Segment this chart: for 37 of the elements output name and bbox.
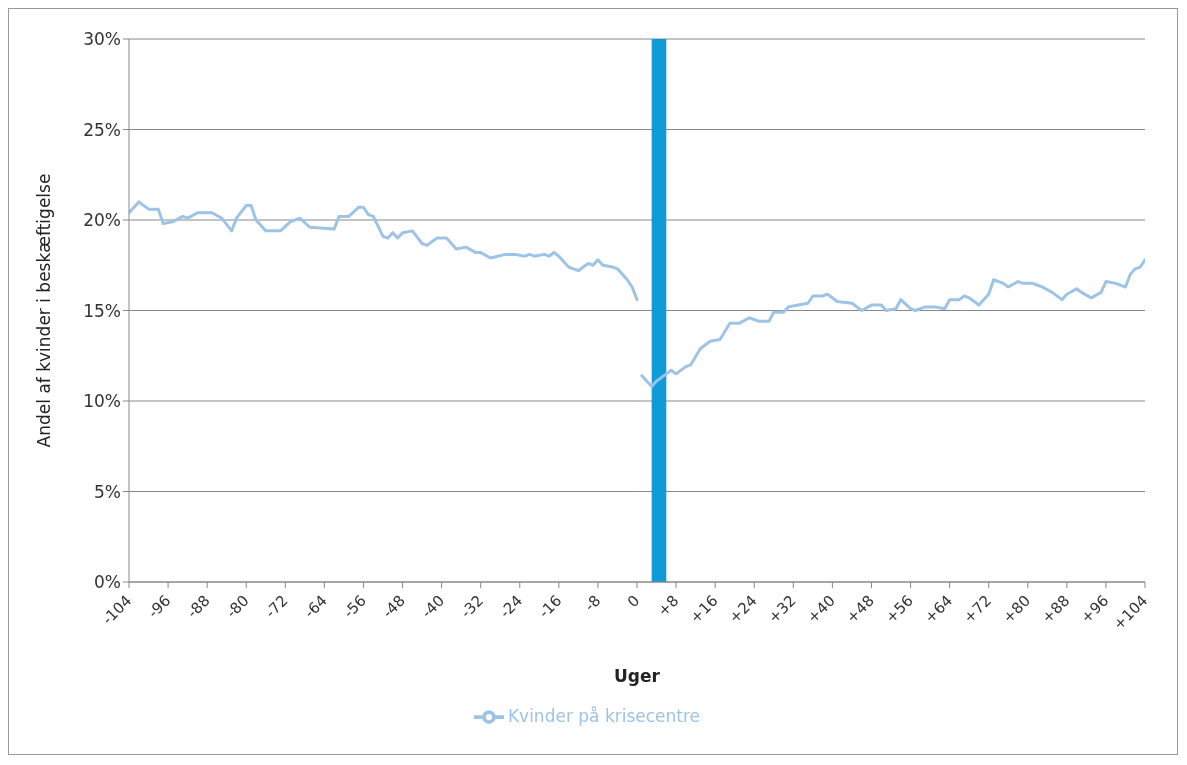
x-tick-label: +56 (881, 591, 917, 627)
x-tick-label: -32 (457, 591, 488, 622)
x-tick-label: +96 (1077, 591, 1113, 627)
y-tick-label: 20% (83, 210, 121, 231)
y-tick-label: 10% (83, 391, 121, 412)
x-tick-label: +24 (725, 591, 761, 627)
x-tick-label: -80 (222, 591, 253, 622)
x-tick-label: -64 (300, 591, 331, 622)
x-tick-label: 0 (623, 591, 644, 612)
x-tick-label: +64 (920, 591, 956, 627)
y-tick-label: 30% (83, 29, 121, 50)
x-tick-label: +32 (764, 591, 800, 627)
legend-label: Kvinder på krisecentre (507, 706, 701, 726)
x-tick-label: +8 (654, 591, 683, 621)
y-tick-label: 5% (94, 481, 121, 502)
x-tick-label: -8 (580, 591, 605, 615)
y-axis-title: Andel af kvinder i beskæftigelse (34, 173, 55, 448)
x-tick-label: -96 (144, 591, 175, 622)
x-tick-label: +88 (1038, 591, 1074, 627)
x-tick-label: +80 (999, 591, 1035, 627)
line-series (129, 200, 639, 302)
y-tick-label: 15% (83, 300, 121, 321)
x-tick-label: -16 (535, 591, 566, 622)
x-tick-label: +48 (842, 591, 878, 627)
line-series (640, 258, 1145, 389)
x-axis-title: Uger (614, 666, 661, 686)
x-tick-label: -88 (183, 591, 214, 622)
x-tick-label: -72 (261, 591, 292, 622)
x-tick-label: -48 (378, 591, 409, 622)
y-tick-label: 25% (83, 119, 121, 140)
x-tick-label: -56 (339, 591, 370, 622)
x-tick-label: +16 (686, 591, 722, 627)
x-tick-label: -40 (417, 591, 448, 622)
x-tick-label: +40 (803, 591, 839, 627)
x-tick-label: +72 (959, 591, 996, 627)
y-tick-label: 0% (94, 572, 121, 593)
x-tick-label: -24 (496, 591, 527, 622)
